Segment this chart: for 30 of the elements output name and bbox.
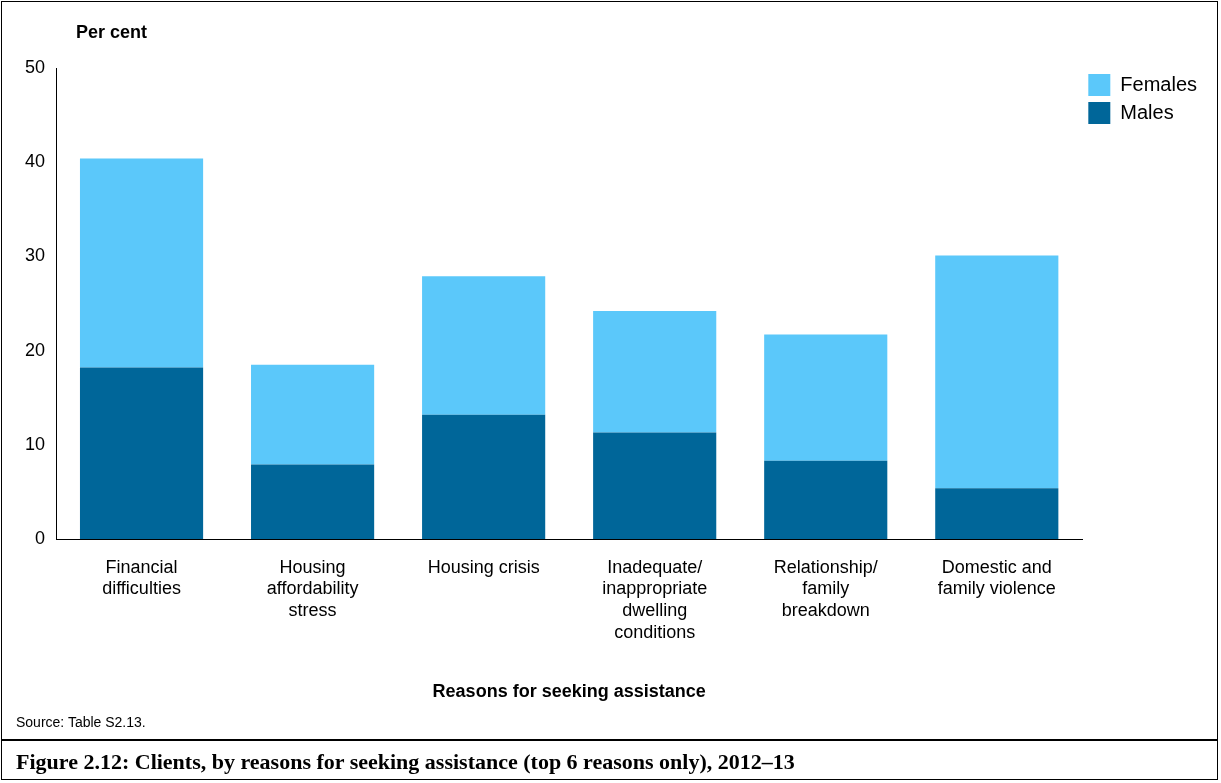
x-tick-label: Domestic and family violence: [937, 556, 1056, 599]
x-tick-label: Housing affordability stress: [266, 556, 359, 620]
y-tick-label: 30: [24, 245, 46, 266]
bar: [935, 488, 1059, 539]
text: Figure 2.12: Clients, by reasons for seeking assistance (top 6 reasons only), 2012–13: [2, 739, 1217, 775]
y-tick-label: 50: [24, 56, 46, 77]
x-tick-label: Inadequate/inappropriate dwelling conditions: [602, 556, 708, 642]
legend-label: Males: [1120, 100, 1174, 123]
y-tick-label: 20: [24, 339, 46, 360]
x-axis-title: Reasons for seeking assistance: [432, 681, 706, 702]
y-tick-label: 10: [24, 433, 46, 454]
bar: [593, 432, 717, 539]
bar: [764, 460, 888, 539]
bar: [251, 464, 375, 539]
x-tick-label: Housing crisis: [427, 556, 540, 577]
bar: [251, 364, 375, 465]
bar: [79, 367, 204, 539]
bar: [593, 311, 717, 433]
bar: [422, 414, 546, 539]
bar: [764, 334, 888, 461]
bar: [935, 255, 1059, 489]
y-tick-label: 40: [24, 151, 46, 172]
x-tick-label: Financial difficulties: [102, 556, 181, 599]
legend-label: Females: [1120, 72, 1198, 95]
y-axis-title: Per cent: [76, 21, 148, 42]
source-note: Source: Table S2.13.: [16, 714, 146, 730]
bar: [422, 276, 546, 415]
x-tick-label: Relationship/family breakdown: [773, 556, 878, 620]
bar: [79, 158, 204, 368]
y-tick-label: 0: [35, 527, 46, 548]
